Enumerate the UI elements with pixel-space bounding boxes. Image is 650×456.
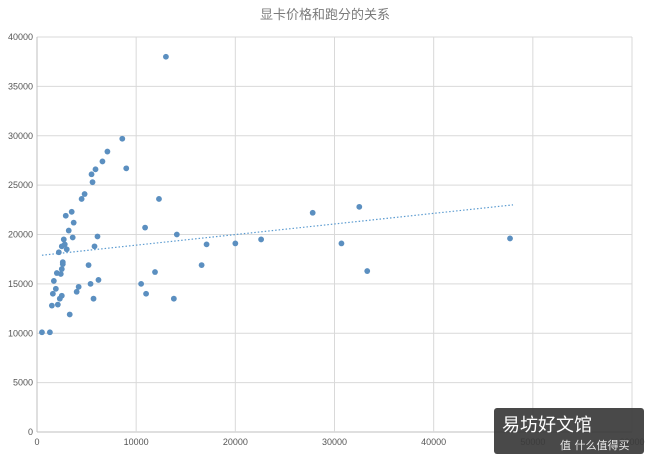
scatter-point (104, 148, 111, 155)
x-tick-label: 30000 (322, 437, 347, 447)
scatter-point (69, 234, 76, 241)
y-tick-label: 20000 (8, 230, 33, 240)
scatter-point (356, 203, 363, 210)
scatter-point (57, 271, 64, 277)
trendline (41, 204, 514, 256)
scatter-point (68, 208, 75, 215)
watermark-logo: 易坊好文馆 值 什么值得买 (494, 408, 644, 454)
y-tick-label: 30000 (8, 131, 33, 141)
scatter-point (78, 196, 85, 202)
scatter-point (61, 241, 68, 248)
scatter-point (73, 288, 80, 295)
scatter-point (94, 233, 101, 240)
scatter-point (309, 209, 316, 216)
scatter-point (39, 329, 45, 336)
scatter-point (65, 227, 72, 234)
scatter-point (173, 231, 180, 238)
scatter-point (138, 280, 145, 287)
scatter-point (99, 158, 106, 165)
scatter-point (163, 53, 169, 60)
scatter-point (170, 295, 177, 302)
x-tick-label: 10000 (124, 437, 149, 447)
scatter-point (91, 243, 98, 250)
scatter-point (50, 278, 57, 284)
scatter-point (58, 292, 65, 299)
scatter-point (46, 329, 53, 336)
scatter-point (75, 283, 82, 290)
data-points (39, 53, 513, 336)
scatter-point (88, 171, 95, 178)
scatter-point (258, 236, 265, 243)
y-tick-label: 35000 (8, 81, 33, 91)
watermark-text: 易坊好文馆 (502, 415, 592, 436)
scatter-point (364, 268, 371, 274)
scatter-point (60, 236, 67, 243)
y-tick-label: 25000 (8, 180, 33, 190)
watermark-background (494, 408, 644, 454)
tick-labels: 0 5000 10000 15000 20000 25000 30000 35000 40000… (8, 32, 645, 447)
scatter-point (119, 135, 126, 142)
scatter-point (59, 261, 66, 268)
scatter-point (63, 246, 70, 253)
y-tick-label: 5000 (13, 378, 33, 388)
scatter-point (507, 235, 513, 242)
scatter-point (198, 262, 205, 269)
x-tick-label: 20000 (223, 437, 248, 447)
scatter-point (89, 179, 96, 186)
scatter-point (58, 266, 65, 272)
scatter-point (203, 241, 210, 248)
scatter-point (87, 280, 94, 287)
scatter-point (152, 269, 158, 275)
x-tick-label: 0 (34, 437, 39, 447)
x-tick-label: 40000 (421, 437, 446, 447)
scatter-point (92, 166, 99, 173)
scatter-point (156, 196, 162, 202)
scatter-point (142, 224, 148, 231)
scatter-point (338, 240, 345, 247)
scatter-point (54, 301, 61, 308)
chart-title: 显卡价格和跑分的关系 (260, 7, 390, 23)
scatter-point (52, 285, 59, 292)
scatter-point (143, 290, 149, 297)
scatter-point (90, 295, 97, 302)
y-tick-label: 10000 (8, 328, 33, 338)
scatter-point (85, 262, 92, 269)
y-tick-label: 0 (28, 427, 33, 437)
scatter-point (95, 277, 102, 283)
scatter-point (66, 311, 73, 318)
scatter-point (123, 165, 130, 172)
grid-layer (36, 36, 633, 433)
trendline-layer (41, 204, 514, 256)
y-tick-label: 40000 (8, 32, 33, 42)
scatter-point (62, 212, 69, 219)
watermark-subtext: 值 什么值得买 (560, 439, 630, 452)
scatter-point (55, 249, 62, 256)
scatter-point (232, 240, 239, 247)
scatter-point (81, 191, 88, 197)
scatter-point (70, 219, 77, 226)
scatter-point (49, 290, 56, 297)
y-tick-label: 15000 (8, 279, 33, 289)
scatter-point (48, 302, 55, 309)
